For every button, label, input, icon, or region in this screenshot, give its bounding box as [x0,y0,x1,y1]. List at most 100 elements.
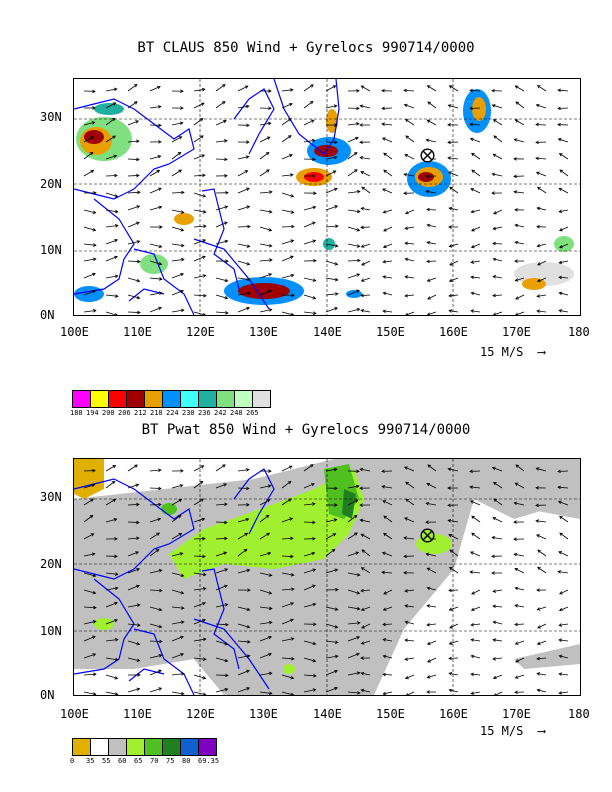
wind-vector [405,589,415,592]
wind-vector [83,606,97,609]
wind-vector [149,86,161,92]
wind-vector [515,224,525,228]
wind-vector [259,621,272,625]
wind-vector [383,606,393,611]
wind-vector [127,504,140,506]
wind-vector-head [491,466,496,471]
wind-vector-head [334,669,338,674]
wind-vector-head [359,104,364,108]
wind-vector [514,191,525,194]
wind-vector [493,605,503,608]
wind-vector-head [558,260,563,265]
wind-vector-head [311,482,315,487]
wind-vector [237,292,250,296]
wind-vector-head [268,469,272,473]
wind-vector [237,469,249,472]
wind-vector-head [245,104,250,109]
wind-vector [427,567,437,574]
wind-vector [325,277,338,281]
top-xtick-150e: 150E [376,325,405,339]
wind-vector [493,639,503,642]
wind-vector-head [267,484,272,488]
wind-vector-head [180,210,185,214]
wind-vector-head [180,590,185,595]
wind-vector [259,532,270,540]
wind-vector-head [200,498,204,502]
top-xtick-130e: 130E [249,325,278,339]
wind-vector-head [159,588,163,593]
wind-vector [193,88,205,92]
wind-vector-head [158,669,162,673]
wind-vector-head [290,239,295,243]
wind-vector [405,242,415,245]
colorbar-label: 0 [70,757,75,765]
wind-vector-head [225,622,229,627]
wind-vector-head [535,122,539,127]
top-ytick-10n: 10N [40,243,62,257]
wind-vector-head [268,635,272,640]
wind-vector [303,569,316,574]
wind-vector [325,533,336,540]
wind-vector-head [246,654,251,658]
wind-vector-head [382,291,387,296]
wind-vector-head [136,687,141,692]
wind-vector-head [492,657,497,661]
wind-vector-head [469,570,473,574]
wind-vector [361,689,371,693]
wind-vector [448,104,459,109]
wind-vector-head [537,262,541,266]
wind-vector [237,655,250,659]
wind-vector-head [426,675,431,679]
wind-vector-head [268,591,273,595]
wind-vector-head [492,226,497,231]
wind-vector-head [311,502,316,506]
wind-vector [471,169,481,177]
wind-vector-head [356,671,361,675]
wind-vector-head [491,172,496,177]
wind-vector-head [136,295,141,300]
wind-vector [537,243,547,247]
wind-vector-head [155,548,160,553]
wind-vector [470,486,481,489]
wind-vector-head [310,84,314,88]
wind-vector-head [360,671,365,676]
wind-vector [303,464,314,472]
wind-vector [281,255,294,262]
wind-vector [325,105,337,109]
wind-vector-head [448,688,453,693]
wind-vector-head [180,672,185,676]
wind-vector-head [382,137,386,141]
wind-vector-head [491,571,495,575]
wind-vector [383,169,393,177]
wind-vector-head [288,465,293,469]
wind-vector-head [114,572,119,576]
wind-vector [426,483,437,489]
wind-vector-head [224,221,228,225]
wind-vector-head [360,225,364,230]
wind-vector-head [199,117,204,122]
wind-vector-head [448,671,453,676]
wind-vector-head [312,278,317,282]
wind-vector-head [448,225,452,229]
wind-vector-head [360,688,365,693]
wind-vector [259,122,271,126]
wind-vector-head [558,623,563,627]
wind-vector [347,551,359,557]
wind-vector-head [353,169,358,173]
wind-vector-head [448,641,453,645]
wind-vector-head [514,240,519,245]
wind-vector-head [225,673,229,678]
wind-vector-head [268,620,273,625]
wind-vector-head [426,241,431,245]
wind-vector-head [92,590,97,595]
wind-vector [193,481,204,489]
wind-vector-head [289,173,294,177]
wind-vector [558,501,569,506]
wind-vector [469,123,481,126]
wind-vector-head [360,588,364,593]
wind-vector [559,623,569,626]
wind-vector-head [312,536,316,541]
wind-vector [559,606,569,611]
wind-vector-head [224,278,229,283]
wind-vector-head [333,104,338,108]
